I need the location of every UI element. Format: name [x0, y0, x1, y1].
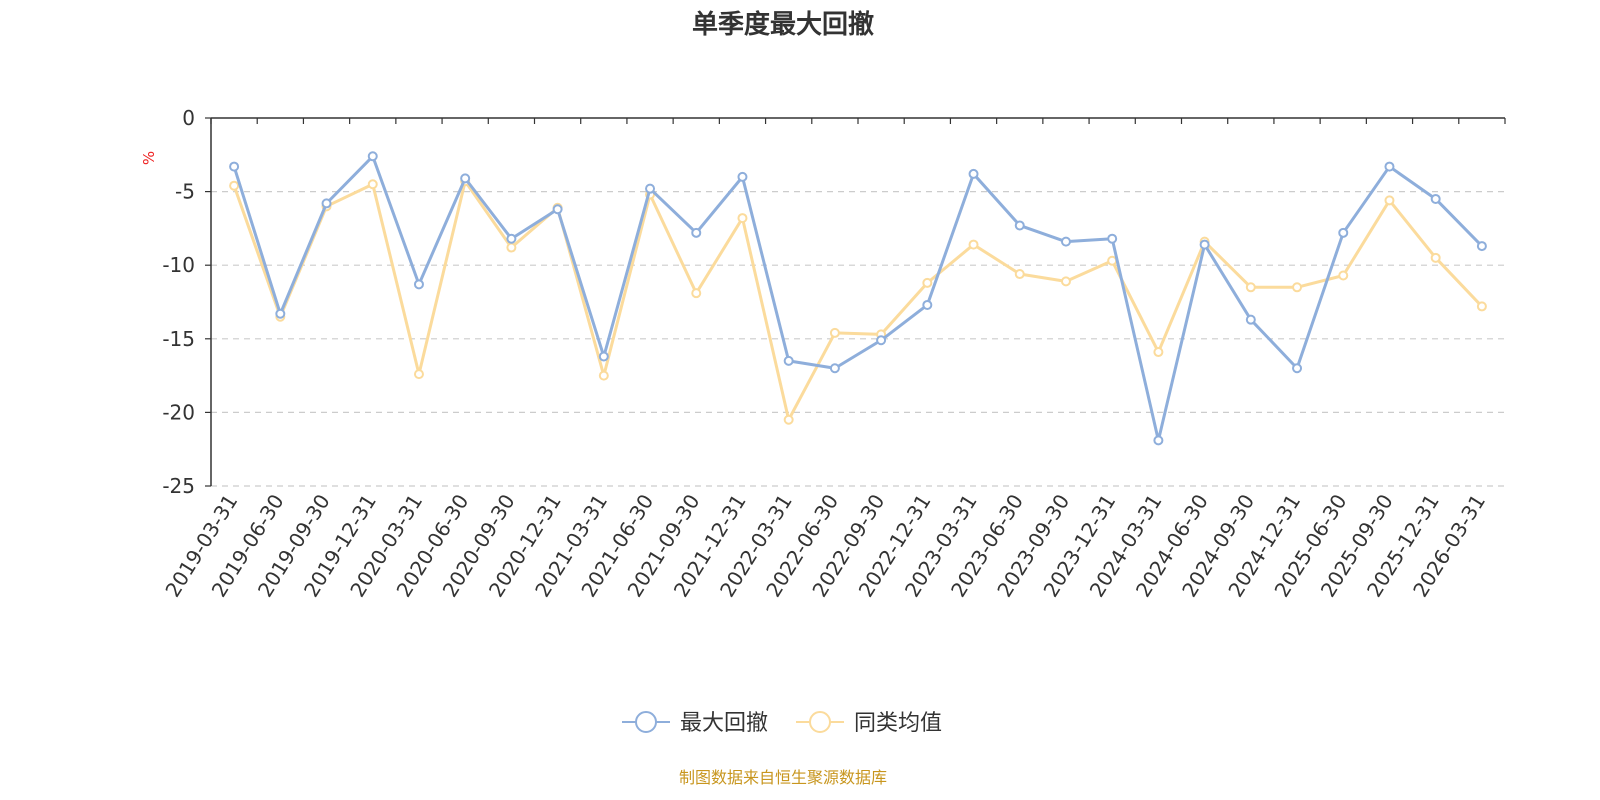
- data-point: [783, 355, 794, 366]
- data-point: [968, 239, 979, 250]
- data-point: [1292, 363, 1303, 374]
- data-point: [229, 180, 240, 191]
- data-point: [321, 198, 332, 209]
- data-point: [1476, 241, 1487, 252]
- data-point: [968, 168, 979, 179]
- data-point: [645, 183, 656, 194]
- data-point: [1060, 276, 1071, 287]
- data-point: [552, 204, 563, 215]
- data-point: [1245, 314, 1256, 325]
- data-point: [829, 363, 840, 374]
- legend-label: 同类均值: [854, 711, 942, 736]
- y-tick-label: 0: [182, 106, 195, 130]
- grid-lines: [211, 191, 1505, 487]
- data-point: [1153, 435, 1164, 446]
- line-chart: 0-5-10-15-20-25%2019-03-312019-06-302019…: [140, 106, 1506, 736]
- data-point: [1107, 233, 1118, 244]
- data-point: [229, 161, 240, 172]
- data-source-note: 制图数据来自恒生聚源数据库: [678, 768, 887, 787]
- data-point: [1338, 270, 1349, 281]
- data-point: [1014, 269, 1025, 280]
- y-tick-label: -20: [162, 400, 195, 424]
- data-point: [922, 277, 933, 288]
- data-point: [1384, 195, 1395, 206]
- data-point: [1476, 301, 1487, 312]
- data-point: [506, 233, 517, 244]
- data-point: [1107, 255, 1118, 266]
- y-tick-label: -15: [162, 327, 195, 351]
- data-point: [876, 335, 887, 346]
- data-point: [1430, 252, 1441, 263]
- legend-label: 最大回撤: [680, 711, 768, 736]
- legend-marker: [809, 711, 831, 733]
- y-axis-label: %: [140, 151, 158, 165]
- data-point: [367, 179, 378, 190]
- data-point: [922, 299, 933, 310]
- data-point: [413, 369, 424, 380]
- data-point: [829, 327, 840, 338]
- data-point: [1245, 282, 1256, 293]
- data-point: [1153, 347, 1164, 358]
- data-point: [1292, 282, 1303, 293]
- data-point: [460, 173, 471, 184]
- data-point: [691, 227, 702, 238]
- data-point: [1060, 236, 1071, 247]
- data-point: [691, 288, 702, 299]
- data-point: [783, 414, 794, 425]
- series-line-0: [232, 154, 1483, 442]
- y-tick-label: -10: [162, 253, 195, 277]
- data-point: [737, 213, 748, 224]
- data-point: [598, 351, 609, 362]
- y-tick-label: -5: [175, 180, 195, 204]
- chart-title: 单季度最大回撤: [691, 10, 874, 40]
- data-point: [1430, 193, 1441, 204]
- data-point: [1014, 220, 1025, 231]
- data-point: [1338, 227, 1349, 238]
- data-point: [413, 279, 424, 290]
- series-line-1: [232, 179, 1483, 422]
- legend: 最大回撤 同类均值: [622, 711, 942, 736]
- data-point: [1199, 239, 1210, 250]
- legend-marker: [635, 711, 657, 733]
- data-point: [598, 370, 609, 381]
- series-layer: [229, 151, 1487, 446]
- data-point: [1384, 161, 1395, 172]
- data-point: [367, 151, 378, 162]
- data-point: [275, 308, 286, 319]
- data-point: [737, 171, 748, 182]
- y-tick-label: -25: [162, 474, 195, 498]
- data-point: [506, 242, 517, 253]
